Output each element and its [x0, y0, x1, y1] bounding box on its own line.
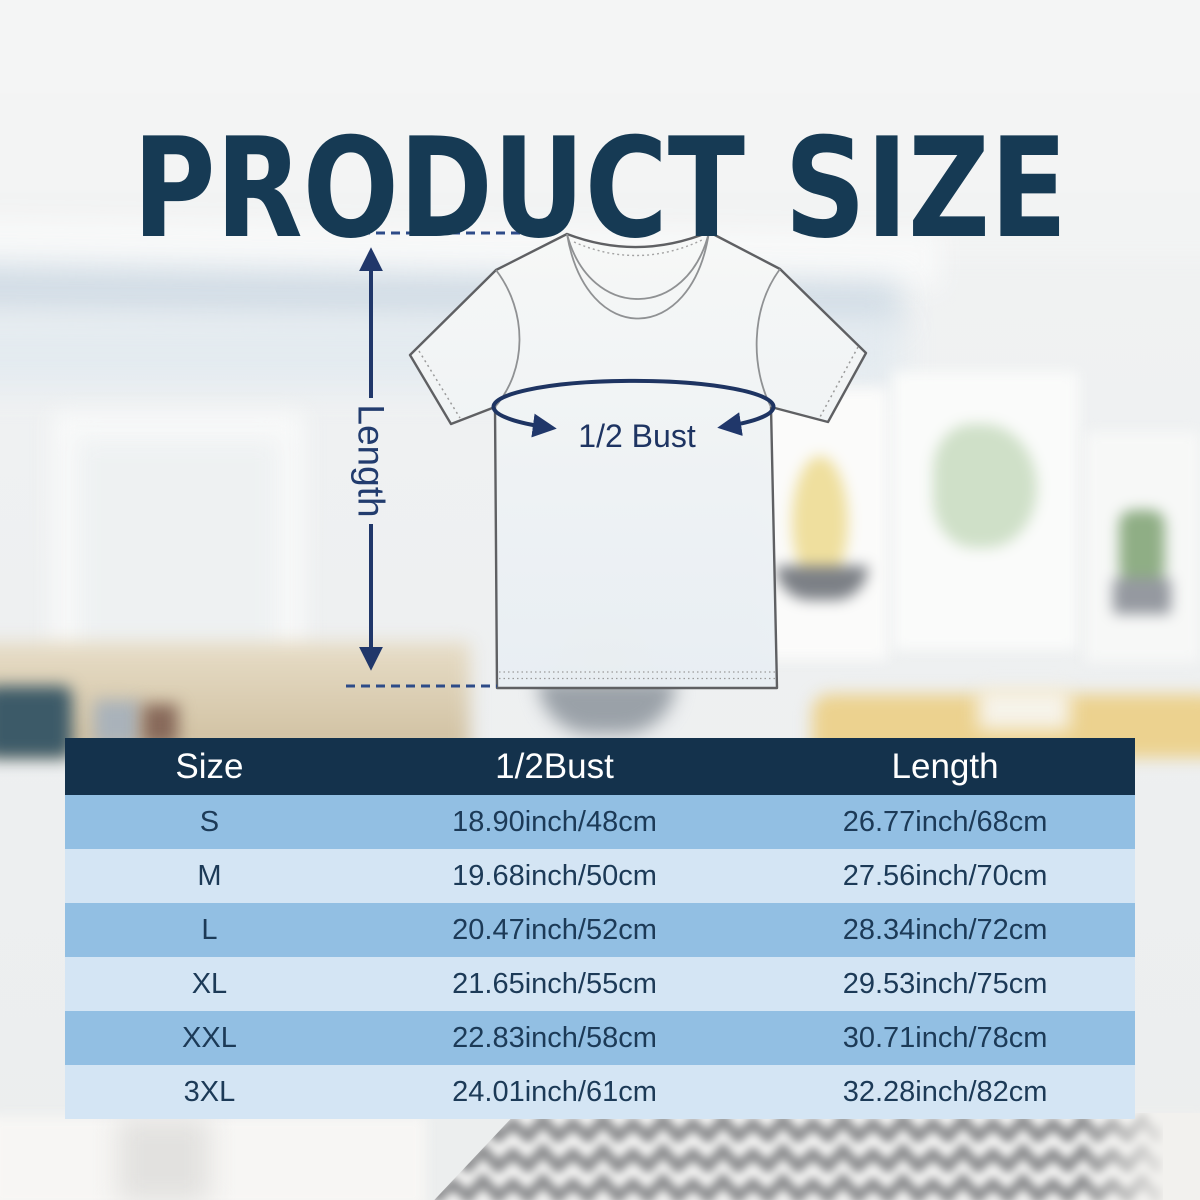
- size-table-header-0: Size: [175, 746, 244, 786]
- background-chevron-rug: [431, 1113, 1163, 1200]
- background-picture-frame-2: [893, 372, 1078, 650]
- cuff-stitch-right: [819, 346, 859, 418]
- bust-arrow-ellipse: [491, 378, 776, 438]
- table-row: 3XL 24.01inch/61cm 32.28inch/82cm: [65, 1065, 1135, 1119]
- table-row: L 20.47inch/52cm 28.34inch/72cm: [65, 903, 1135, 957]
- background-rug-fade: [1080, 1113, 1200, 1200]
- armhole-left: [494, 269, 521, 408]
- size-table-header-1: 1/2Bust: [495, 746, 614, 786]
- background-sofa-cushion: [978, 688, 1070, 730]
- size-table-header-2: Length: [891, 746, 999, 786]
- cuff-stitch-left: [418, 350, 461, 419]
- frame-art-bowl: [776, 566, 868, 600]
- bust-label: 1/2 Bust: [578, 418, 696, 454]
- chevron-rug-pattern: [431, 1113, 1163, 1200]
- cell-bust: 21.65inch/55cm: [452, 967, 657, 1000]
- length-label: Length: [351, 404, 392, 517]
- armhole-right: [755, 268, 781, 408]
- cell-length: 26.77inch/68cm: [842, 805, 1048, 838]
- background-floor-shadow: [118, 1118, 210, 1200]
- cell-length: 29.53inch/75cm: [842, 967, 1048, 1000]
- bust-measurement: 1/2 Bust: [491, 378, 776, 454]
- cell-size: L: [201, 913, 218, 946]
- background-object-gray: [94, 700, 140, 746]
- collar-inner: [566, 231, 710, 300]
- collar-outer: [566, 231, 710, 320]
- cell-bust: 18.90inch/48cm: [452, 805, 657, 838]
- cell-length: 28.34inch/72cm: [842, 913, 1048, 946]
- background-sideboard: [0, 642, 470, 754]
- cell-bust: 24.01inch/61cm: [452, 1075, 657, 1108]
- table-row: S 18.90inch/48cm 26.77inch/68cm: [65, 795, 1135, 849]
- background-floor-left: [0, 1116, 426, 1200]
- cell-size: XL: [191, 967, 228, 1000]
- cell-size: 3XL: [183, 1075, 236, 1108]
- cell-length: 30.71inch/78cm: [842, 1021, 1048, 1054]
- size-table-body: S 18.90inch/48cm 26.77inch/68cm M 19.68inch/…: [65, 795, 1135, 1119]
- table-row: XL 21.65inch/55cm 29.53inch/75cm: [65, 957, 1135, 1011]
- tshirt-sketch: [408, 230, 868, 690]
- background-picture-frame-3: [1085, 432, 1200, 662]
- frame-art-cactus: [1119, 510, 1165, 582]
- collar-stitch: [573, 239, 703, 257]
- cell-bust: 22.83inch/58cm: [452, 1021, 657, 1054]
- frame-art-pot: [1113, 578, 1171, 614]
- cell-length: 32.28inch/82cm: [842, 1075, 1048, 1108]
- tshirt-measurement-diagram: Length 1/2 Bust: [346, 230, 868, 690]
- cell-size: M: [197, 859, 222, 892]
- cell-size: S: [199, 805, 220, 838]
- table-row: XXL 22.83inch/58cm 30.71inch/78cm: [65, 1011, 1135, 1065]
- cell-size: XXL: [182, 1021, 237, 1054]
- background-picture-frame-1: [760, 388, 888, 660]
- table-row: M 19.68inch/50cm 27.56inch/70cm: [65, 849, 1135, 903]
- cell-length: 27.56inch/70cm: [842, 859, 1048, 892]
- size-table: Size 1/2Bust Length S 18.90inch/48cm 26.77in…: [65, 738, 1135, 1119]
- tshirt-outline: [408, 230, 868, 690]
- length-measurement: Length: [346, 231, 537, 688]
- frame-art-plant: [933, 424, 1037, 548]
- background-object-brown: [142, 704, 178, 746]
- background-ceiling: [0, 0, 1200, 260]
- cell-bust: 20.47inch/52cm: [452, 913, 657, 946]
- background-object-teal: [0, 686, 72, 758]
- cell-bust: 19.68inch/50cm: [452, 859, 657, 892]
- size-table-header-row: Size 1/2Bust Length: [65, 738, 1135, 795]
- page-title: PRODUCT SIZE: [132, 108, 1068, 270]
